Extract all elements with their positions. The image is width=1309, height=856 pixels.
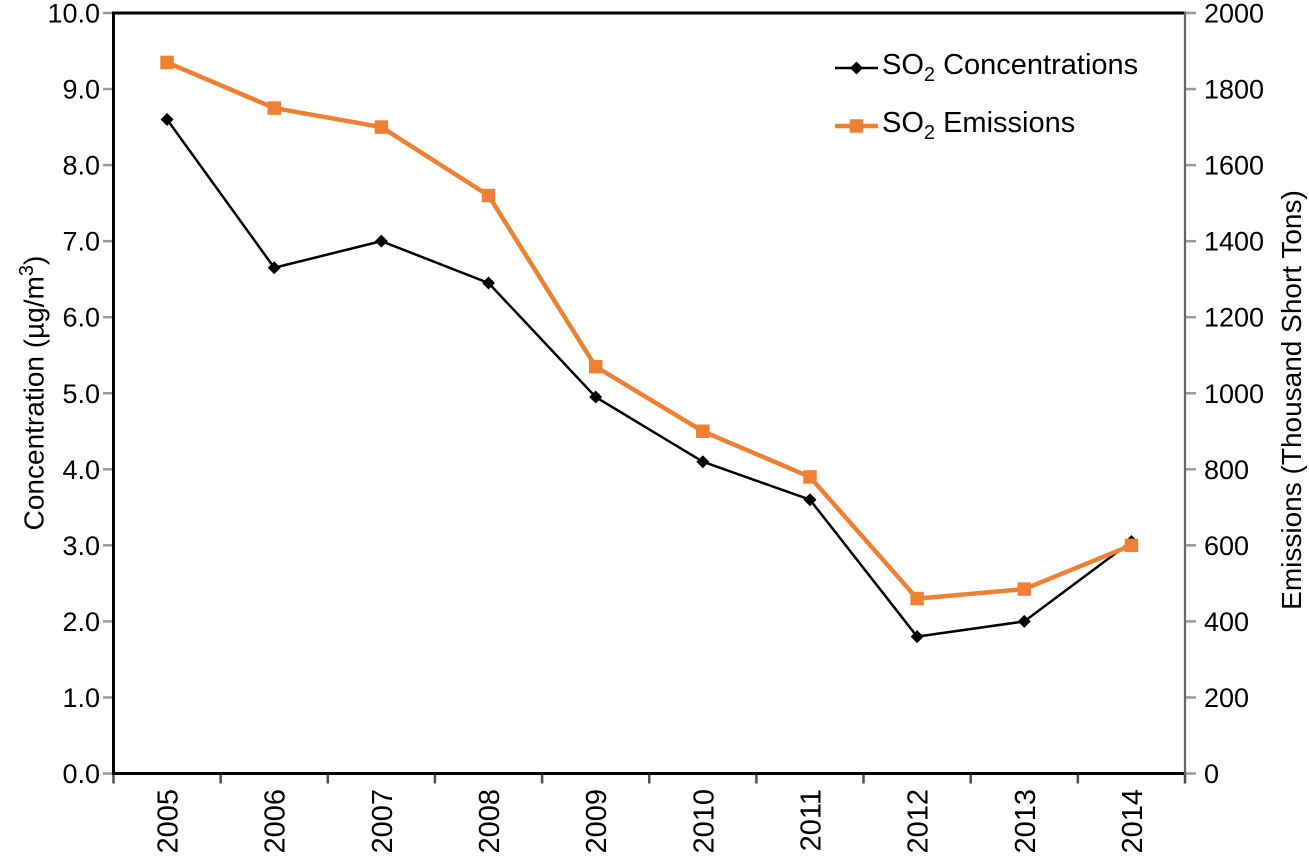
data-point-so2-concentrations	[160, 112, 174, 126]
left-axis-tick-label: 0.0	[62, 759, 100, 789]
data-point-so2-emissions	[588, 359, 603, 374]
left-axis-title-text: Concentration (µg/m	[18, 276, 50, 531]
legend-label-concentrations: SO2 Concentrations	[882, 49, 1139, 86]
left-axis-tick-label: 3.0	[62, 531, 100, 561]
plot-frame	[112, 11, 1187, 775]
data-point-so2-emissions	[160, 55, 174, 70]
left-axis-tick-label: 2.0	[62, 607, 100, 637]
x-axis-tick-label: 2012	[903, 789, 935, 854]
right-axis-tick-label: 1800	[1204, 75, 1264, 105]
data-point-so2-emissions	[1124, 538, 1139, 553]
right-axis-tick-label: 1600	[1204, 151, 1264, 181]
right-axis-title: Emissions (Thousand Short Tons)	[1276, 190, 1307, 610]
data-point-so2-concentrations	[803, 493, 817, 507]
left-axis-tick-label: 10.0	[47, 0, 100, 29]
x-axis-tick-label: 2014	[1117, 789, 1149, 854]
right-axis-tick-label: 200	[1204, 683, 1249, 713]
x-axis-tick-label: 2005	[153, 789, 185, 854]
data-point-so2-concentrations	[267, 261, 281, 275]
left-axis-title-superscript: 3	[16, 264, 38, 277]
right-axis-tick-label: 1200	[1204, 303, 1264, 333]
series-line-so2-concentrations	[165, 118, 1133, 638]
x-axis-tick-label: 2010	[688, 789, 720, 854]
right-axis-tick-label: 400	[1204, 607, 1249, 637]
data-series	[160, 55, 1139, 644]
left-axis-tick-label: 9.0	[62, 75, 100, 105]
axis-ticks	[103, 11, 1196, 784]
x-axis-tick-label: 2007	[367, 789, 399, 854]
data-point-so2-emissions	[803, 470, 817, 484]
left-axis-tick-label: 5.0	[62, 379, 100, 409]
right-axis-tick-label: 800	[1204, 455, 1249, 485]
left-axis-tick-label: 7.0	[62, 227, 100, 257]
data-point-so2-emissions	[696, 424, 710, 439]
x-axis-tick-label: 2008	[474, 789, 506, 854]
legend-line-square-icon	[834, 111, 880, 141]
data-point-so2-concentrations	[589, 390, 603, 404]
data-point-so2-emissions	[481, 188, 496, 203]
data-point-so2-emissions	[1017, 582, 1032, 596]
right-axis-tick-label: 1400	[1204, 227, 1264, 257]
data-point-so2-emissions	[267, 101, 281, 115]
axis-tick-labels: 0.0 1.0 2.0 3.0 4.0 5.0 6.0 7.0 8.0 9.0 10.0 0 200 40…	[47, 0, 1264, 854]
legend-line-diamond-icon	[834, 53, 880, 83]
legend-marker-so2-emissions	[835, 119, 878, 133]
left-axis-tick-label: 4.0	[62, 455, 100, 485]
right-axis-tick-label: 0	[1204, 759, 1219, 789]
data-point-so2-emissions	[849, 119, 864, 133]
right-axis-tick-label: 1000	[1204, 379, 1264, 409]
legend-item-concentrations: SO2 Concentrations	[834, 49, 1138, 86]
legend-marker-so2-concentrations	[835, 61, 878, 75]
left-axis-tick-label: 1.0	[62, 683, 100, 713]
x-axis-tick-label: 2011	[795, 789, 827, 851]
series-line-so2-emissions	[164, 60, 1134, 601]
data-point-so2-concentrations	[1017, 614, 1031, 628]
data-point-so2-emissions	[910, 591, 924, 606]
data-point-so2-concentrations	[910, 630, 924, 644]
x-axis-tick-label: 2009	[581, 789, 613, 854]
right-axis-tick-label: 600	[1204, 531, 1249, 561]
data-point-so2-emissions	[374, 120, 389, 134]
data-point-so2-concentrations	[374, 234, 388, 248]
data-point-so2-concentrations	[482, 276, 496, 290]
data-point-so2-concentrations	[696, 455, 710, 469]
legend-label-emissions: SO2 Emissions	[882, 107, 1076, 144]
left-axis-tick-label: 8.0	[62, 151, 100, 181]
data-point-so2-concentrations	[850, 61, 863, 75]
left-axis-tick-label: 6.0	[62, 303, 100, 333]
left-axis-title: Concentration (µg/m3)	[8, 13, 50, 773]
legend-item-emissions: SO2 Emissions	[834, 107, 1075, 144]
left-axis-title-close: )	[18, 255, 50, 265]
right-axis-tick-label: 2000	[1204, 0, 1264, 29]
x-axis-tick-label: 2006	[260, 789, 292, 854]
x-axis-tick-label: 2013	[1010, 789, 1042, 854]
